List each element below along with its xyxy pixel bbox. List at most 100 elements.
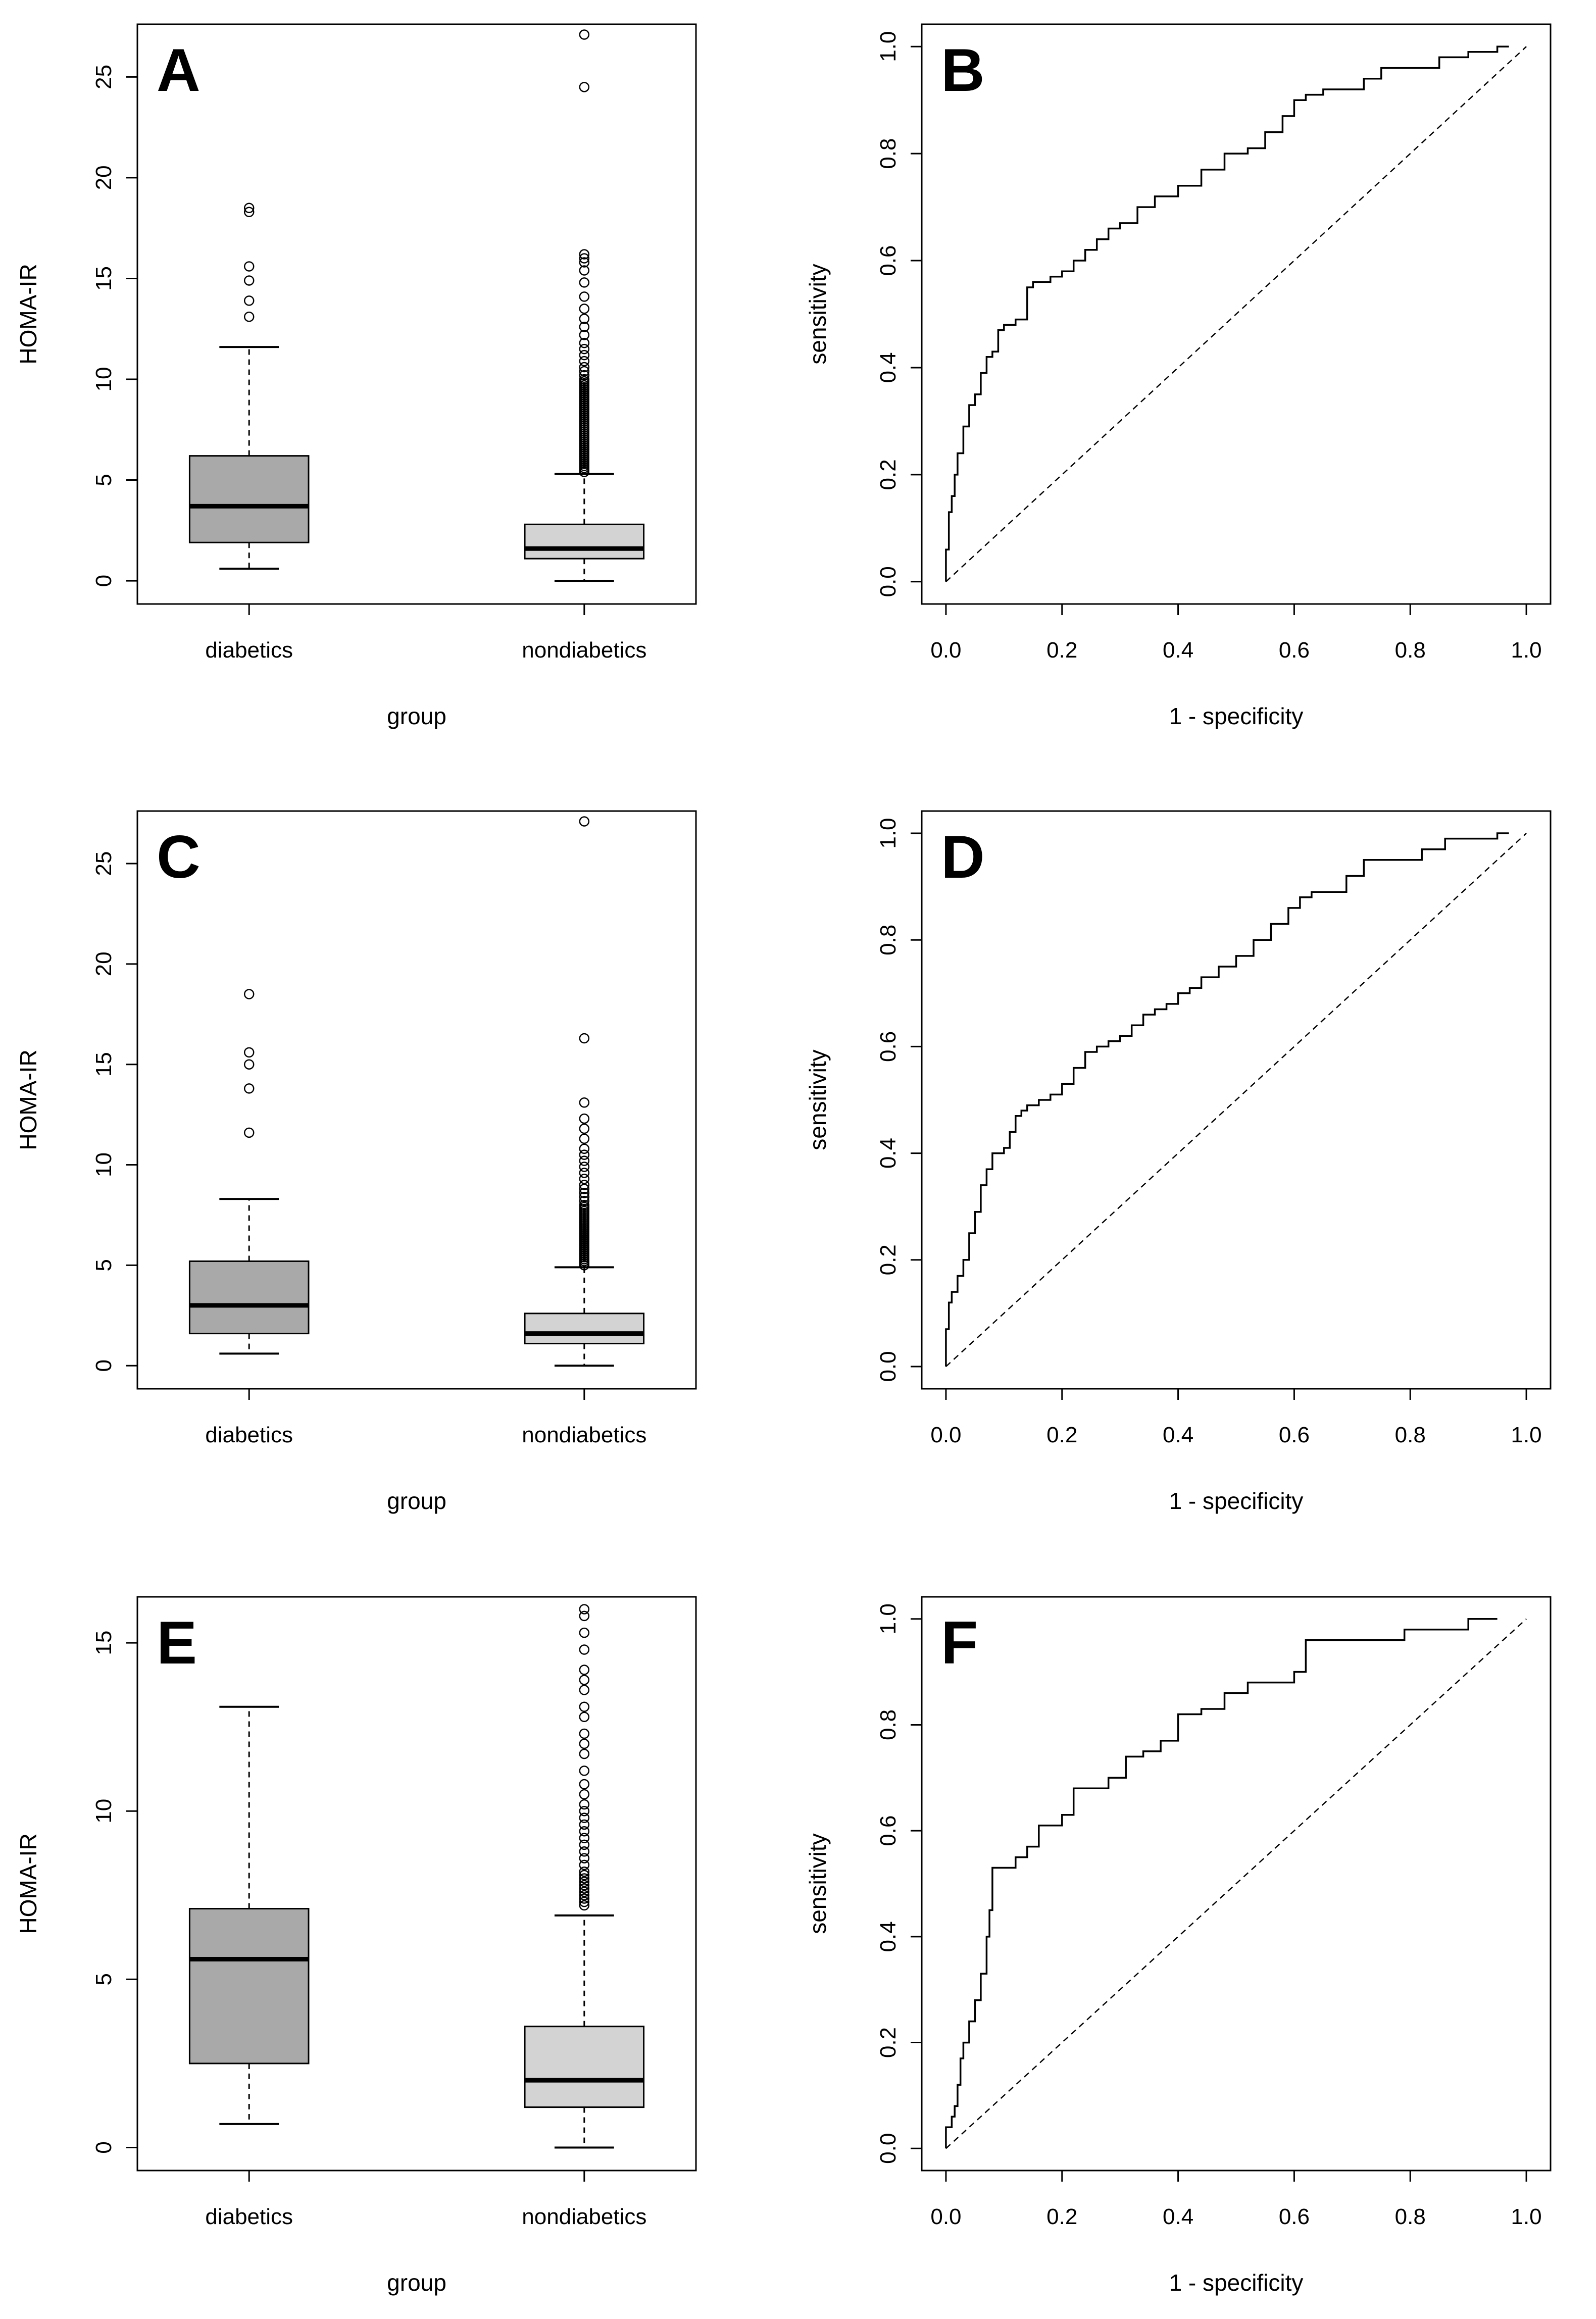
plot-frame xyxy=(136,23,697,605)
outlier-point xyxy=(579,1826,590,1837)
x-tick-label: 0.6 xyxy=(1279,2204,1310,2229)
y-tick-label: 0.8 xyxy=(876,138,901,169)
x-tick-label: 0.0 xyxy=(930,1423,961,1447)
outlier-point xyxy=(243,1047,255,1058)
outlier-point xyxy=(579,1155,590,1166)
outlier-point xyxy=(579,1886,590,1897)
x-tick-label: nondiabetics xyxy=(522,638,646,663)
outlier-point xyxy=(579,265,590,276)
panel-c: 0 5 10 15 20 25 HOMA-IR diabetics nondiabetics gr… xyxy=(15,810,697,1514)
roc-curve xyxy=(945,1618,1498,2149)
outlier-point xyxy=(579,29,590,40)
outlier-point xyxy=(579,1812,590,1823)
panel-a: 0 5 10 15 20 25 HOMA-IR diabetics nondiabetics gr… xyxy=(15,23,697,729)
y-tick-label: 1.0 xyxy=(876,1603,901,1634)
outlier-point xyxy=(579,1675,590,1685)
y-tick-label: 20 xyxy=(91,165,116,190)
x-tick-label: diabetics xyxy=(205,638,293,663)
x-tick-label: 0.0 xyxy=(930,638,961,663)
outlier-point xyxy=(579,1162,590,1172)
outlier-point xyxy=(579,1701,590,1712)
outlier-point xyxy=(579,374,590,385)
outlier-point xyxy=(579,1799,590,1810)
outlier-point xyxy=(243,1083,255,1094)
box-iqr xyxy=(188,1908,310,2064)
outlier-point xyxy=(579,1853,590,1863)
box-iqr xyxy=(524,2026,645,2108)
outlier-point xyxy=(579,1846,590,1857)
y-tick-label: 15 xyxy=(91,1631,116,1655)
outlier-point xyxy=(579,1789,590,1800)
y-tick-label: 5 xyxy=(91,474,116,486)
chance-diagonal xyxy=(945,1618,1527,2149)
y-tick-label: 0.2 xyxy=(876,1244,901,1275)
y-axis-label: sensitivity xyxy=(805,1833,831,1934)
y-tick-label: 0.8 xyxy=(876,1709,901,1740)
panel-b: 0.0 0.2 0.4 0.6 0.8 1.0 0.0 0.2 0.4 0.6 0.8 1.0 sens… xyxy=(805,23,1552,729)
y-tick-label: 0.6 xyxy=(876,1816,901,1846)
y-tick-label: 15 xyxy=(91,266,116,291)
x-tick-label: nondiabetics xyxy=(522,1423,646,1447)
outlier-point xyxy=(579,1893,590,1904)
outlier-point xyxy=(579,1123,590,1134)
outlier-point xyxy=(243,275,255,286)
y-tick-label: 0.4 xyxy=(876,1921,901,1952)
x-tick-label: 0.8 xyxy=(1395,1423,1426,1447)
outlier-point xyxy=(243,1127,255,1138)
outlier-point xyxy=(579,1685,590,1695)
y-tick-label: 10 xyxy=(91,1799,116,1824)
outlier-point xyxy=(579,329,590,340)
y-axis-label: HOMA-IR xyxy=(15,264,41,364)
box-iqr xyxy=(524,523,645,560)
y-tick-label: 0.0 xyxy=(876,2133,901,2164)
y-tick-label: 1.0 xyxy=(876,818,901,848)
y-tick-label: 25 xyxy=(91,851,116,876)
y-tick-label: 0 xyxy=(91,1359,116,1372)
panel-letter: C xyxy=(157,823,201,891)
panel-letter: A xyxy=(157,36,201,104)
outlier-point xyxy=(579,1748,590,1759)
outlier-point xyxy=(579,343,590,355)
outlier-point xyxy=(579,1627,590,1638)
outlier-point xyxy=(579,1806,590,1817)
x-axis-label: group xyxy=(387,1488,446,1514)
outlier-point xyxy=(579,1728,590,1739)
outlier-point xyxy=(579,1890,590,1901)
x-axis-label: 1 - specificity xyxy=(1169,1488,1304,1514)
y-tick-label: 0.2 xyxy=(876,459,901,490)
outlier-point xyxy=(579,1113,590,1124)
outlier-point xyxy=(579,1873,590,1884)
y-tick-label: 0.0 xyxy=(876,566,901,597)
outlier-point xyxy=(579,366,590,377)
x-tick-label: 0.2 xyxy=(1046,1423,1077,1447)
outlier-point xyxy=(579,1187,590,1198)
panel-f: 0.0 0.2 0.4 0.6 0.8 1.0 0.0 0.2 0.4 0.6 0.8 1.0 sens… xyxy=(805,1596,1552,2296)
outlier-point xyxy=(579,249,590,260)
y-tick-label: 5 xyxy=(91,1259,116,1271)
outlier-point xyxy=(579,1604,590,1615)
outlier-point xyxy=(243,1059,255,1070)
box-nondiabetics: nondiabetics xyxy=(522,29,646,663)
y-tick-label: 0.4 xyxy=(876,352,901,383)
plot-frame xyxy=(921,810,1552,1390)
box-iqr xyxy=(188,455,310,543)
outlier-point xyxy=(579,1149,590,1160)
x-tick-label: 0.2 xyxy=(1046,2204,1077,2229)
outlier-point xyxy=(579,356,590,367)
x-tick-label: 0.6 xyxy=(1279,1423,1310,1447)
y-tick-label: 0.2 xyxy=(876,2027,901,2058)
x-tick-label: 0.8 xyxy=(1395,2204,1426,2229)
y-axis-label: HOMA-IR xyxy=(15,1049,41,1150)
roc-curve xyxy=(945,832,1509,1367)
outlier-point xyxy=(579,1880,590,1891)
outlier-point xyxy=(579,1610,590,1622)
box-nondiabetics: nondiabetics xyxy=(522,1604,646,2229)
x-tick-label: 0.6 xyxy=(1279,638,1310,663)
x-axis-label: 1 - specificity xyxy=(1169,2270,1304,2296)
x-tick-label: 1.0 xyxy=(1511,2204,1541,2229)
outlier-point xyxy=(579,1738,590,1749)
box-diabetics: diabetics xyxy=(188,1705,310,2229)
y-tick-label: 25 xyxy=(91,65,116,89)
outlier-point xyxy=(579,291,590,302)
roc-curve xyxy=(945,45,1509,582)
